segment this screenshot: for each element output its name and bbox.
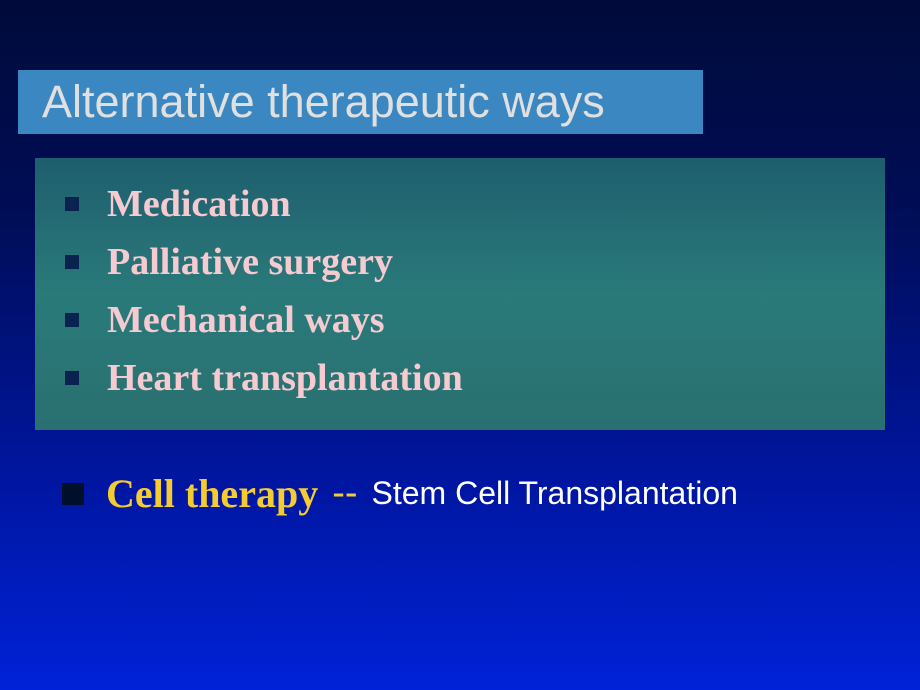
footer-row: Cell therapy -- Stem Cell Transplantatio… (62, 470, 738, 517)
slide-title: Alternative therapeutic ways (42, 76, 605, 128)
bullet-icon (65, 197, 79, 211)
content-box: Medication Palliative surgery Mechanical… (35, 158, 885, 430)
list-item-label: Mechanical ways (107, 298, 385, 342)
list-item-label: Palliative surgery (107, 240, 393, 284)
bullet-icon (62, 483, 84, 505)
bullet-icon (65, 255, 79, 269)
list-item-label: Medication (107, 182, 291, 226)
list-item: Medication (65, 182, 855, 226)
footer-separator: -- (332, 472, 357, 515)
list-item: Palliative surgery (65, 240, 855, 284)
footer-subtext: Stem Cell Transplantation (372, 475, 738, 512)
list-item: Mechanical ways (65, 298, 855, 342)
bullet-icon (65, 371, 79, 385)
footer-highlight: Cell therapy (106, 470, 318, 517)
list-item: Heart transplantation (65, 356, 855, 400)
list-item-label: Heart transplantation (107, 356, 463, 400)
title-box: Alternative therapeutic ways (18, 70, 703, 134)
bullet-icon (65, 313, 79, 327)
